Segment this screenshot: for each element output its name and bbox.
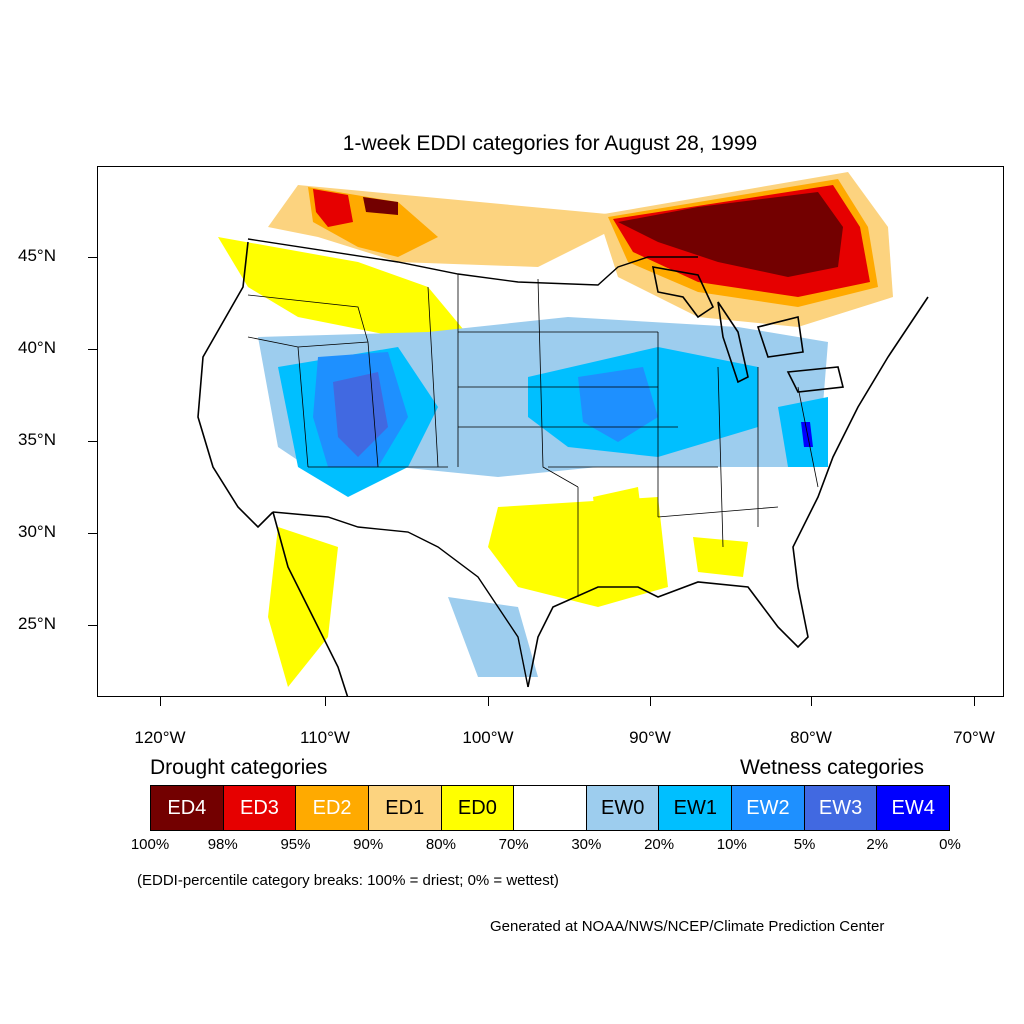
lon-tick (811, 697, 812, 706)
lat-label-30: 30°N (18, 522, 78, 542)
lon-tick (325, 697, 326, 706)
lon-label-120: 120°W (120, 728, 200, 748)
eddi-map (98, 167, 1004, 697)
lat-tick (88, 441, 97, 442)
lon-label-70: 70°W (934, 728, 1014, 748)
legend-break-label: 90% (338, 836, 398, 853)
legend-box-ew2: EW2 (732, 786, 805, 830)
legend-break-label: 30% (556, 836, 616, 853)
lon-tick (160, 697, 161, 706)
region-ed0-southwest (268, 527, 338, 687)
lat-label-25: 25°N (18, 614, 78, 634)
legend-break-label: 100% (120, 836, 180, 853)
map-title: 1-week EDDI categories for August 28, 19… (0, 132, 1024, 156)
legend-break-label: 70% (484, 836, 544, 853)
lat-tick (88, 257, 97, 258)
legend-break-label: 95% (265, 836, 325, 853)
lat-tick (88, 349, 97, 350)
legend-box-ed0: ED0 (442, 786, 515, 830)
lon-label-110: 110°W (285, 728, 365, 748)
category-note: (EDDI-percentile category breaks: 100% =… (137, 872, 559, 889)
lat-tick (88, 533, 97, 534)
lon-label-80: 80°W (771, 728, 851, 748)
map-panel (97, 166, 1004, 697)
lat-label-45: 45°N (18, 246, 78, 266)
legend-box-ed3: ED3 (224, 786, 297, 830)
lon-label-90: 90°W (610, 728, 690, 748)
lat-label-35: 35°N (18, 430, 78, 450)
lon-tick (650, 697, 651, 706)
legend-break-label: 5% (775, 836, 835, 853)
region-ed0-alabama (693, 537, 748, 577)
lon-tick (974, 697, 975, 706)
lon-label-100: 100°W (448, 728, 528, 748)
legend-break-label: 10% (702, 836, 762, 853)
legend-break-label: 0% (920, 836, 980, 853)
legend-bar: ED4 ED3 ED2 ED1 ED0 EW0 EW1 EW2 EW3 EW4 (150, 785, 950, 831)
legend-break-label: 2% (847, 836, 907, 853)
legend-break-label: 98% (193, 836, 253, 853)
credit-line: Generated at NOAA/NWS/NCEP/Climate Predi… (490, 918, 884, 935)
lat-tick (88, 625, 97, 626)
legend-box-ew3: EW3 (805, 786, 878, 830)
legend-box-ed2: ED2 (296, 786, 369, 830)
legend-box-ed1: ED1 (369, 786, 442, 830)
legend-box-ew1: EW1 (659, 786, 732, 830)
lat-label-40: 40°N (18, 338, 78, 358)
legend-break-label: 80% (411, 836, 471, 853)
region-ew0-texas-south (448, 597, 538, 677)
lon-tick (488, 697, 489, 706)
legend-box-normal (514, 786, 587, 830)
drought-heading: Drought categories (150, 756, 327, 780)
legend-box-ew4: EW4 (877, 786, 949, 830)
legend-break-label: 20% (629, 836, 689, 853)
wetness-heading: Wetness categories (740, 756, 924, 780)
legend-box-ew0: EW0 (587, 786, 660, 830)
legend-box-ed4: ED4 (151, 786, 224, 830)
